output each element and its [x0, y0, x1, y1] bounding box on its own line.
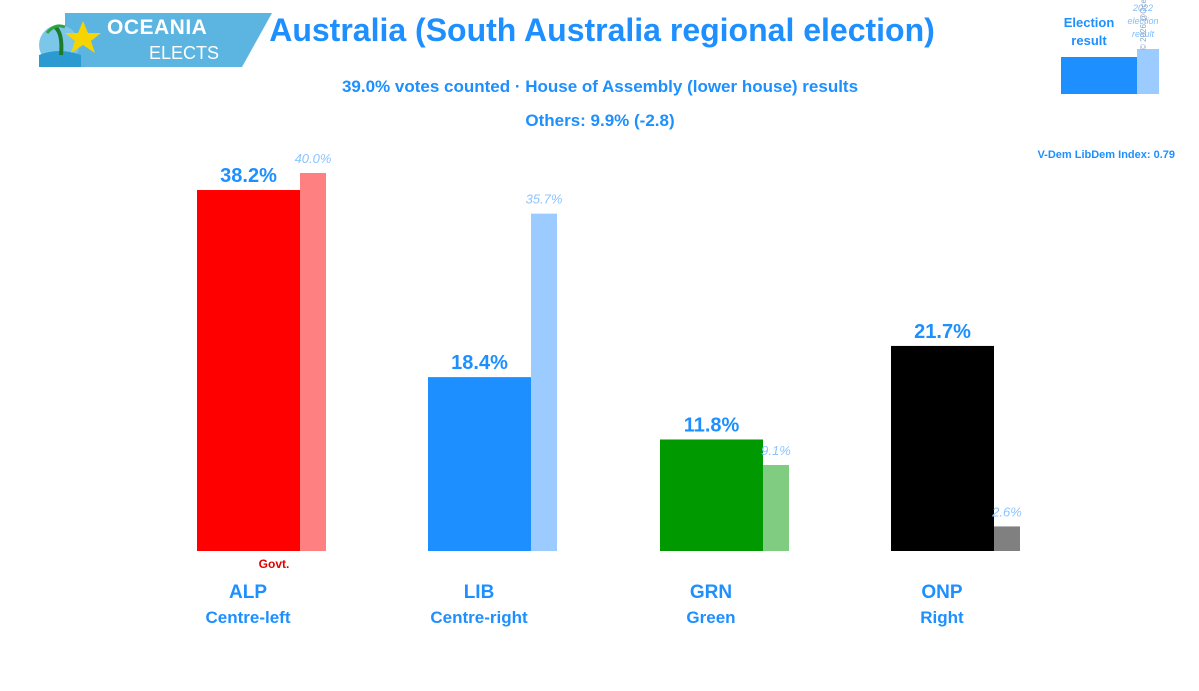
- category-label-alp: ALP: [229, 582, 267, 603]
- others-summary: Others: 9.9% (-2.8): [525, 111, 675, 130]
- legend-current-label: Election result: [1055, 14, 1123, 50]
- bar-current-onp: [891, 345, 994, 551]
- logo-background: [39, 13, 272, 67]
- bar-current-lib: [428, 377, 531, 551]
- bar-previous-lib: [531, 213, 557, 551]
- oceania-elects-logo: OCEANIA ELECTS: [37, 13, 272, 67]
- bar-previous-alp: [300, 173, 326, 551]
- value-label-previous-alp: 40.0%: [295, 151, 332, 166]
- chart-title: Australia (South Australia regional elec…: [269, 12, 935, 48]
- category-label-grn: GRN: [690, 582, 732, 603]
- chart-subtitle: 39.0% votes counted · House of Assembly …: [341, 77, 859, 96]
- ideology-label-alp: Centre-left: [205, 608, 290, 627]
- government-marker: Govt.: [259, 557, 290, 571]
- legend-previous-label-line2: election: [1127, 16, 1159, 26]
- value-label-previous-lib: 35.7%: [526, 192, 563, 207]
- legend-current-label-line2: result: [1071, 33, 1107, 48]
- bar-current-alp: [197, 190, 300, 551]
- category-label-lib: LIB: [464, 582, 495, 603]
- value-label-previous-grn: 9.1%: [761, 443, 791, 458]
- value-label-previous-onp: 2.6%: [991, 504, 1022, 519]
- value-label-current-lib: 18.4%: [451, 352, 508, 374]
- legend-previous-label-line3: result: [1131, 29, 1154, 39]
- bar-previous-onp: [994, 526, 1020, 551]
- value-label-current-onp: 21.7%: [914, 321, 971, 343]
- legend-previous-label: 2022 election result: [1123, 2, 1163, 41]
- legend-previous-label-line1: 2022: [1132, 3, 1154, 13]
- vdem-index: V-Dem LibDem Index: 0.79: [1037, 149, 1175, 161]
- legend-current-swatch: [1061, 57, 1137, 94]
- legend: Election result 2022 election result © 2…: [1055, 0, 1199, 110]
- ideology-label-grn: Green: [686, 608, 735, 627]
- value-label-current-grn: 11.8%: [684, 414, 740, 436]
- logo-text-elects: ELECTS: [149, 43, 220, 63]
- bar-previous-grn: [763, 465, 789, 551]
- value-label-current-alp: 38.2%: [220, 165, 277, 187]
- logo-text-oceania: OCEANIA: [107, 16, 208, 39]
- legend-current-label-line1: Election: [1063, 15, 1115, 30]
- ideology-label-lib: Centre-right: [430, 608, 528, 627]
- legend-previous-swatch: [1137, 49, 1159, 94]
- category-label-onp: ONP: [921, 582, 963, 603]
- bar-current-grn: [660, 439, 763, 551]
- ideology-label-onp: Right: [920, 608, 964, 627]
